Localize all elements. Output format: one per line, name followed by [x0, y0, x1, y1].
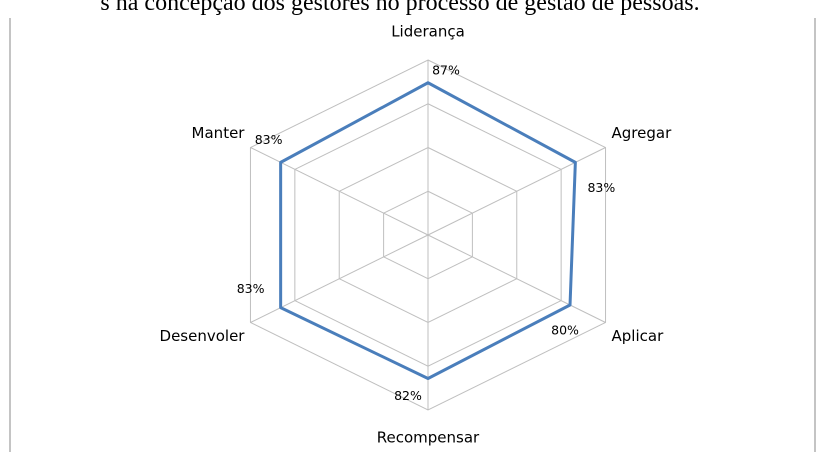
category-label: Aplicar — [612, 327, 665, 345]
value-label: 87% — [432, 62, 460, 77]
spoke — [427, 234, 606, 323]
value-label: 83% — [255, 132, 283, 147]
series-line — [279, 81, 577, 380]
category-label: Desenvoler — [160, 327, 246, 345]
value-label: 83% — [237, 281, 265, 296]
value-label: 82% — [394, 388, 422, 403]
category-label: Liderança — [391, 23, 465, 41]
category-label: Recompensar — [377, 429, 480, 447]
category-label: Manter — [192, 124, 246, 142]
value-label: 83% — [587, 180, 615, 195]
category-label: Agregar — [612, 124, 673, 142]
value-label: 80% — [551, 323, 579, 338]
chart-title: s na concepção dos gestores no processo … — [100, 0, 699, 16]
